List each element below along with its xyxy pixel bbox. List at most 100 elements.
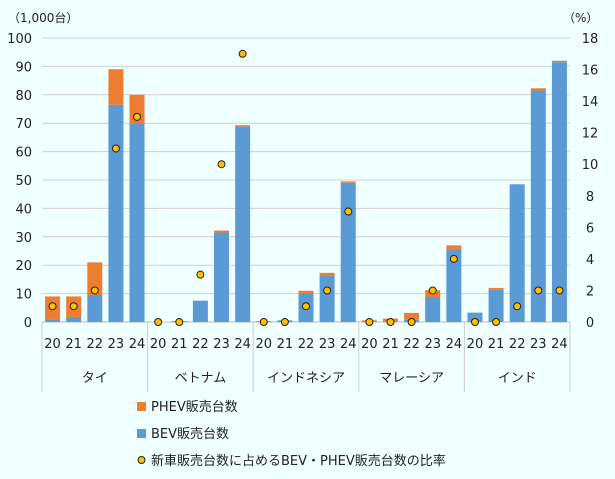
ratio-marker (111, 144, 120, 153)
y2-tick-label: 2 (586, 284, 594, 299)
legend-bev-label: BEV販売台数 (151, 426, 229, 442)
year-label: 23 (530, 337, 547, 352)
year-label: 20 (361, 337, 378, 352)
country-label: マレーシア (379, 371, 444, 386)
year-label: 24 (551, 337, 568, 352)
ratio-marker (555, 286, 564, 295)
legend-bev-swatch (137, 429, 146, 438)
legend-phev-swatch (137, 402, 146, 411)
ratio-marker (428, 286, 437, 295)
y-tick-label: 90 (15, 60, 32, 75)
legend-ratio-marker (137, 456, 146, 464)
year-label: 23 (213, 337, 230, 352)
legend-ratio-label: 新車販売台数に占めるBEV・PHEV販売台数の比率 (151, 453, 446, 469)
y2-tick-label: 8 (586, 190, 594, 205)
bev-bar (66, 316, 82, 322)
y2-tick-label: 16 (582, 64, 599, 79)
year-label: 21 (171, 337, 188, 352)
phev-bar (404, 312, 420, 320)
phev-bar (87, 262, 103, 296)
bev-bar (192, 300, 208, 322)
bev-bar (509, 184, 525, 322)
bev-bar (340, 182, 356, 322)
ratio-marker (513, 302, 522, 311)
ratio-marker (238, 49, 247, 58)
country-label: インドネシア (267, 371, 345, 386)
y2-tick-label: 18 (582, 32, 599, 47)
ratio-marker (323, 286, 332, 295)
bev-bar (551, 62, 567, 322)
ratio-marker (217, 160, 226, 169)
ratio-marker (492, 318, 501, 326)
bev-bar (319, 275, 335, 322)
phev-bar (319, 272, 335, 276)
ratio-marker (470, 318, 479, 326)
year-label: 22 (192, 337, 209, 352)
year-label: 22 (87, 337, 104, 352)
y-tick-label: 60 (15, 146, 32, 161)
phev-bar (108, 69, 124, 105)
legend-phev-label: PHEV販売台数 (151, 399, 238, 415)
y-tick-label: 70 (15, 117, 32, 132)
ratio-marker (386, 318, 395, 326)
year-label: 24 (340, 337, 357, 352)
bev-bar (425, 297, 441, 322)
year-label: 23 (319, 337, 336, 352)
y2-tick-label: 12 (582, 127, 599, 142)
ratio-marker (365, 318, 374, 326)
year-label: 20 (467, 337, 484, 352)
year-label: 21 (382, 337, 399, 352)
ratio-marker (280, 318, 289, 326)
year-label: 22 (403, 337, 420, 352)
year-label: 20 (150, 337, 167, 352)
year-label: 21 (277, 337, 294, 352)
bev-bar (45, 319, 61, 322)
ratio-marker (534, 286, 543, 295)
ratio-marker (69, 302, 78, 311)
year-label: 21 (488, 337, 505, 352)
bev-bar (488, 289, 504, 322)
ratio-marker (302, 302, 310, 311)
y-tick-label: 100 (7, 32, 32, 47)
phev-bar (235, 125, 251, 127)
left-axis-unit: （1,000台） (8, 10, 78, 25)
year-label: 24 (129, 337, 146, 352)
ratio-marker (175, 318, 184, 326)
y-tick-label: 40 (15, 202, 32, 217)
bev-bar (235, 126, 251, 322)
phev-bar (214, 230, 230, 233)
y2-tick-label: 0 (586, 316, 594, 331)
year-label: 23 (424, 337, 441, 352)
ratio-marker (154, 318, 163, 326)
phev-bar (340, 181, 356, 183)
year-label: 22 (509, 337, 526, 352)
right-axis-unit: （%） (563, 11, 598, 25)
year-label: 24 (446, 337, 463, 352)
year-label: 20 (44, 337, 61, 352)
year-label: 24 (234, 337, 251, 352)
phev-bar (446, 245, 462, 250)
ratio-marker (196, 270, 205, 279)
y-tick-label: 10 (15, 288, 32, 303)
bev-bar (446, 249, 462, 322)
country-label: ベトナム (175, 371, 227, 386)
bev-bar (108, 104, 124, 323)
bev-bar (530, 90, 546, 322)
ratio-marker (407, 318, 416, 326)
ratio-marker (48, 302, 57, 311)
phev-bar (488, 287, 504, 290)
ratio-marker (259, 318, 268, 326)
bev-bar (467, 312, 483, 322)
y-tick-label: 0 (24, 316, 32, 331)
y2-tick-label: 14 (582, 95, 599, 110)
ratio-marker (133, 112, 142, 121)
y-tick-label: 30 (15, 231, 32, 246)
year-label: 20 (255, 337, 272, 352)
phev-bar (298, 290, 314, 294)
ratio-marker (90, 286, 99, 295)
y2-tick-label: 4 (586, 253, 594, 268)
year-label: 21 (65, 337, 82, 352)
bev-bar (87, 295, 103, 322)
y-tick-label: 20 (15, 259, 32, 274)
